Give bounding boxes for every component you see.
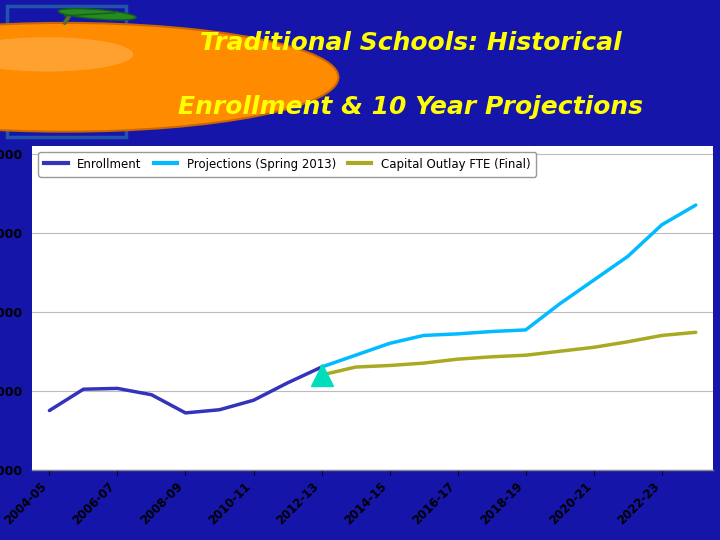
Projections (Spring 2013) [351,352,360,359]
Capital Outlay FTE (Final) [521,352,530,359]
Enrollment [181,410,190,416]
Projections (Spring 2013) [624,253,632,260]
Projections (Spring 2013) [521,327,530,333]
Enrollment [249,397,258,403]
Circle shape [0,37,133,72]
Capital Outlay FTE (Final) [351,364,360,370]
Capital Outlay FTE (Final) [657,332,666,339]
Capital Outlay FTE (Final) [590,344,598,350]
Projections (Spring 2013) [318,364,326,370]
Capital Outlay FTE (Final) [487,354,496,360]
Capital Outlay FTE (Final) [454,356,462,362]
Projections (Spring 2013) [419,332,428,339]
Projections (Spring 2013) [691,202,700,208]
Projections (Spring 2013) [385,340,394,347]
Projections (Spring 2013) [487,328,496,335]
Text: Enrollment & 10 Year Projections: Enrollment & 10 Year Projections [178,96,643,119]
Projections (Spring 2013) [555,301,564,307]
Enrollment [147,392,156,398]
Enrollment [283,380,292,386]
Enrollment [45,407,54,414]
Legend: Enrollment, Projections (Spring 2013), Capital Outlay FTE (Final): Enrollment, Projections (Spring 2013), C… [38,152,536,177]
Capital Outlay FTE (Final) [691,329,700,335]
Projections (Spring 2013) [657,221,666,228]
Capital Outlay FTE (Final) [318,372,326,378]
FancyBboxPatch shape [7,6,126,137]
Projections (Spring 2013) [590,277,598,284]
Enrollment [113,385,122,392]
Capital Outlay FTE (Final) [385,362,394,369]
Enrollment [215,407,224,413]
Capital Outlay FTE (Final) [419,360,428,366]
Enrollment [318,364,326,370]
Enrollment [79,386,88,393]
Projections (Spring 2013) [454,330,462,337]
Capital Outlay FTE (Final) [624,339,632,345]
Line: Projections (Spring 2013): Projections (Spring 2013) [322,205,696,367]
Capital Outlay FTE (Final) [555,348,564,354]
Ellipse shape [58,9,136,20]
Circle shape [0,23,338,132]
Line: Capital Outlay FTE (Final): Capital Outlay FTE (Final) [322,332,696,375]
Text: Traditional Schools: Historical: Traditional Schools: Historical [199,31,621,55]
Line: Enrollment: Enrollment [50,367,322,413]
